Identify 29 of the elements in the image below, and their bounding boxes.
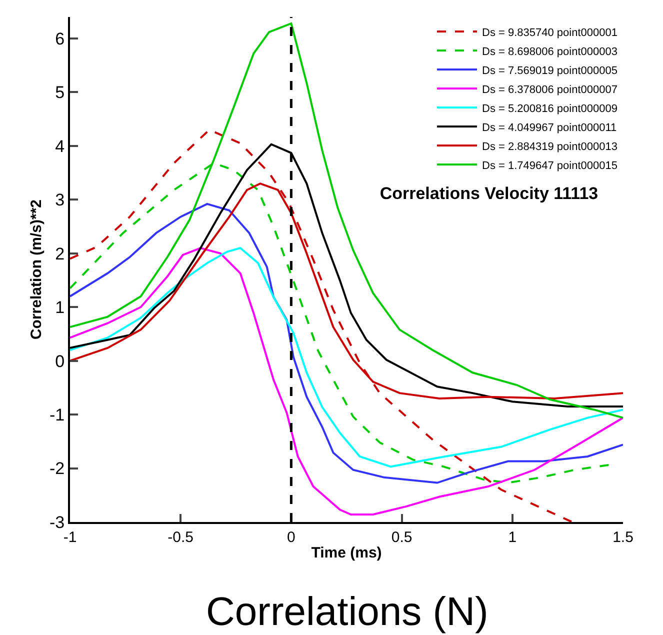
y-tick-label: -2 bbox=[49, 459, 65, 478]
legend-label: Ds = 4.049967 point000011 bbox=[482, 122, 617, 134]
legend-label: Ds = 2.884319 point000013 bbox=[482, 140, 618, 153]
x-tick-label: 1.5 bbox=[612, 529, 634, 546]
legend-label: Ds = 9.835740 point000001 bbox=[482, 26, 618, 39]
y-tick-label: -1 bbox=[49, 406, 65, 424]
y-tick-label: 1 bbox=[55, 298, 65, 318]
line-series bbox=[70, 247, 623, 468]
text: Correlations (N) bbox=[206, 590, 488, 634]
y-tick-label: 5 bbox=[55, 83, 65, 102]
x-tick-label: 1 bbox=[508, 529, 517, 546]
y-tick-label: 0 bbox=[55, 352, 65, 371]
y-tick-label: 6 bbox=[55, 29, 65, 48]
legend-label: Ds = 1.749647 point000015 bbox=[482, 160, 618, 172]
legend-label: Ds = 8.698006 point000003 bbox=[482, 46, 618, 58]
y-tick-label: 4 bbox=[55, 136, 65, 156]
legend-label: Ds = 7.569019 point000005 bbox=[482, 64, 618, 77]
y-axis-title: Correlation (m/s)**2 bbox=[28, 199, 46, 340]
y-tick-label: 2 bbox=[55, 244, 65, 264]
legend-label: Ds = 6.378006 point000007 bbox=[482, 84, 618, 96]
y-tick-label: 3 bbox=[55, 190, 65, 210]
x-tick-label: -0.5 bbox=[168, 529, 194, 546]
y-tick-label: -3 bbox=[49, 512, 65, 532]
x-tick-label: 0.5 bbox=[391, 529, 412, 546]
x-tick-label: 0 bbox=[287, 529, 296, 546]
legend-label: Ds = 5.200816 point000009 bbox=[482, 102, 618, 115]
line-series bbox=[70, 247, 623, 516]
text: Correlations Velocity 11113 bbox=[380, 184, 598, 204]
x-axis-title: Time (ms) bbox=[311, 544, 382, 562]
